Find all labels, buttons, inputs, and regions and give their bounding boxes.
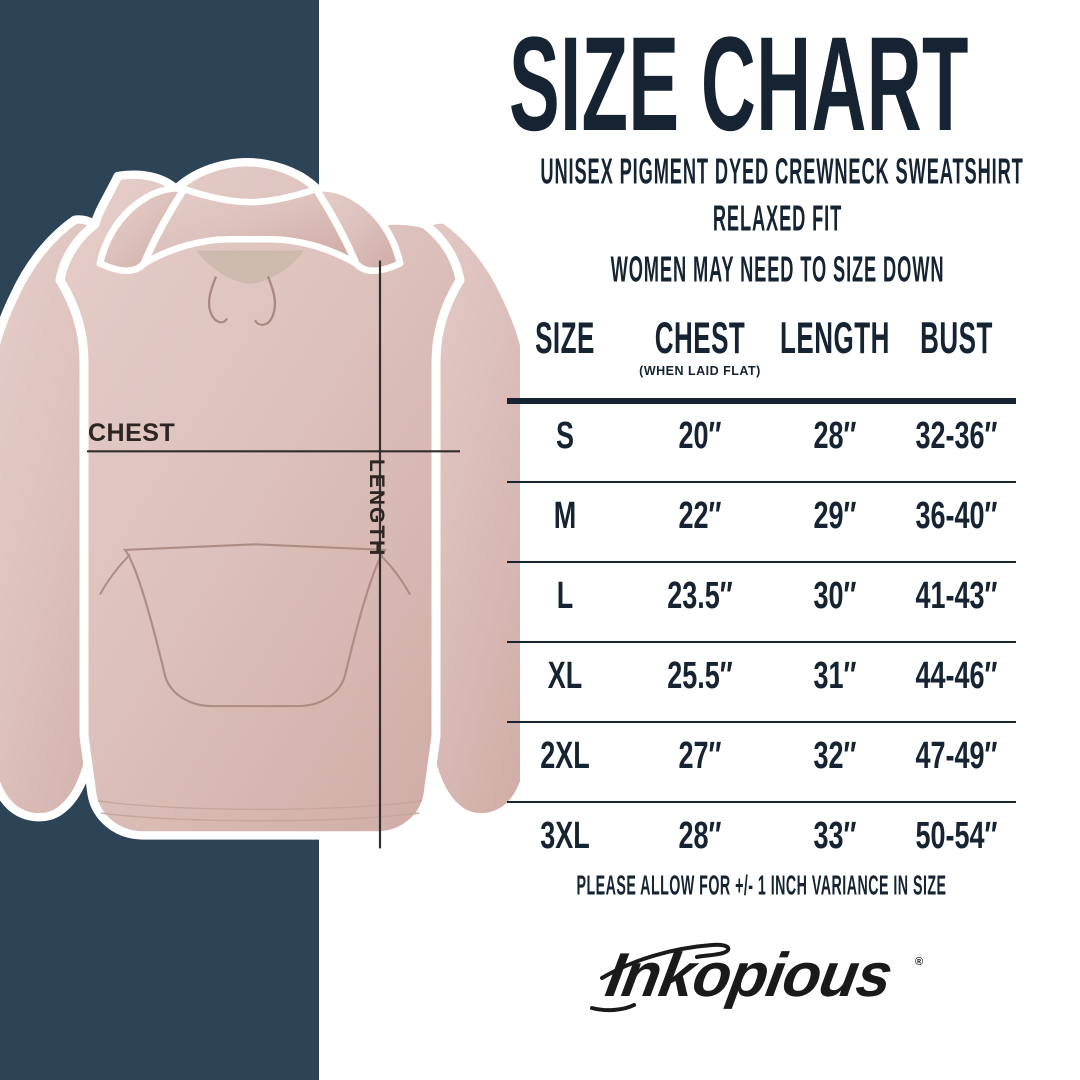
svg-text:®: ® [915, 956, 923, 968]
svg-text:Inkopious: Inkopious [601, 940, 897, 1009]
